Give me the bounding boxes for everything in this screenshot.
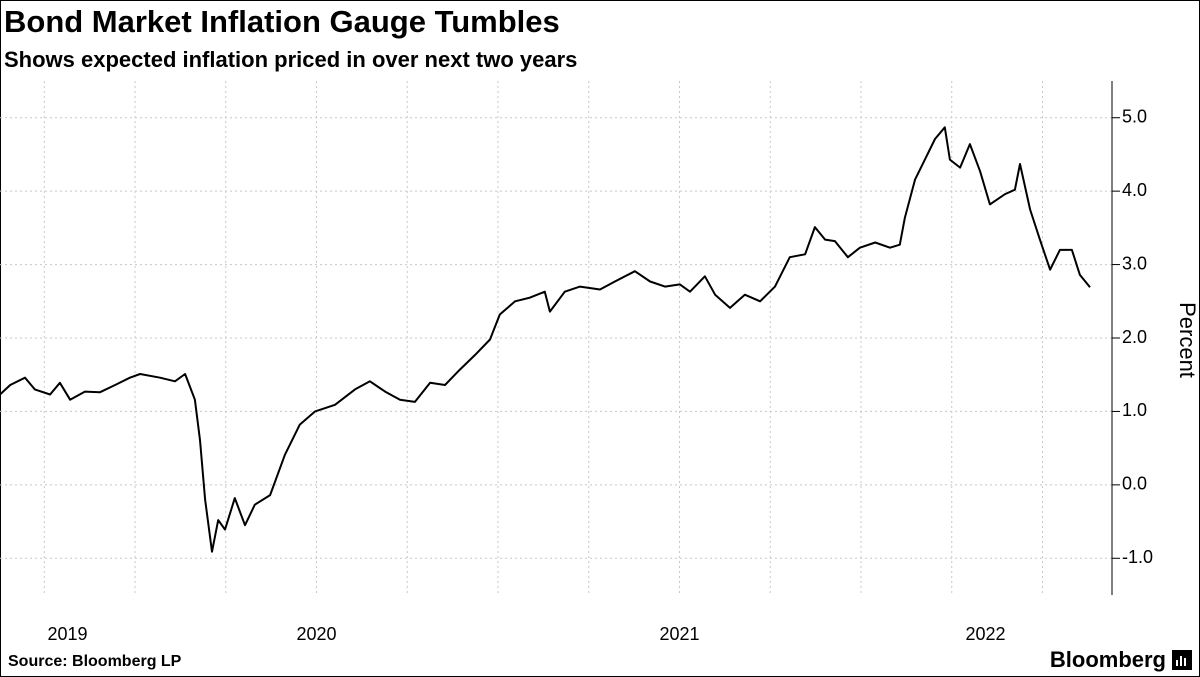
y-tick-label: 2.0 <box>1122 327 1147 347</box>
y-tick-label: 0.0 <box>1122 474 1147 494</box>
y-tick-label: 1.0 <box>1122 400 1147 420</box>
y-tick-label: 5.0 <box>1122 106 1147 126</box>
x-tick-label: 2022 <box>965 624 1005 644</box>
x-tick-label: 2019 <box>47 624 87 644</box>
y-axis-label: Percent <box>1175 302 1200 378</box>
source: Source: Bloomberg LP <box>8 653 182 670</box>
y-tick-label: -1.0 <box>1122 547 1153 567</box>
y-tick-label: 4.0 <box>1122 180 1147 200</box>
brand: Bloomberg <box>1050 647 1166 672</box>
x-tick-label: 2020 <box>296 624 336 644</box>
line <box>0 126 1091 553</box>
x-tick-label: 2021 <box>659 624 699 644</box>
brand-icon-bars <box>1176 656 1186 666</box>
chart-title: Bond Market Inflation Gauge Tumbles <box>4 4 560 39</box>
chart-subtitle: Shows expected inflation priced in over … <box>4 47 577 72</box>
y-tick-label: 3.0 <box>1122 253 1147 273</box>
